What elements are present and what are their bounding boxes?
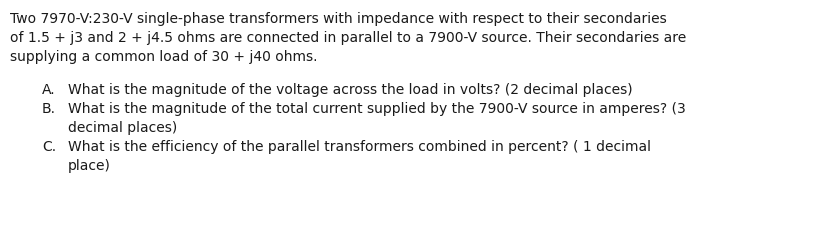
Text: Two 7970-V:230-V single-phase transformers with impedance with respect to their : Two 7970-V:230-V single-phase transforme… — [10, 12, 667, 26]
Text: C.: C. — [42, 140, 56, 154]
Text: of 1.5 + j3 and 2 + j4.5 ohms are connected in parallel to a 7900-V source. Thei: of 1.5 + j3 and 2 + j4.5 ohms are connec… — [10, 31, 686, 45]
Text: supplying a common load of 30 + j40 ohms.: supplying a common load of 30 + j40 ohms… — [10, 50, 318, 64]
Text: What is the magnitude of the total current supplied by the 7900-V source in ampe: What is the magnitude of the total curre… — [68, 102, 685, 116]
Text: decimal places): decimal places) — [68, 121, 178, 135]
Text: B.: B. — [42, 102, 56, 116]
Text: What is the magnitude of the voltage across the load in volts? (2 decimal places: What is the magnitude of the voltage acr… — [68, 83, 633, 97]
Text: What is the efficiency of the parallel transformers combined in percent? ( 1 dec: What is the efficiency of the parallel t… — [68, 140, 651, 154]
Text: place): place) — [68, 159, 111, 173]
Text: A.: A. — [42, 83, 55, 97]
